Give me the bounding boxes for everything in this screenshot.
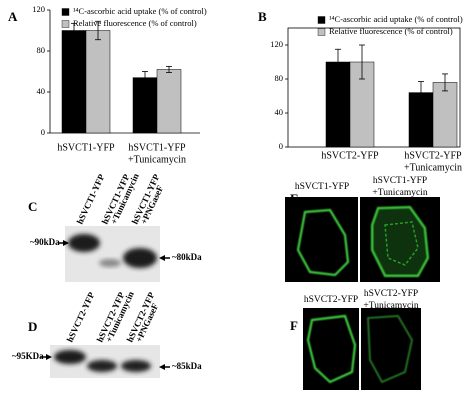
error-bar <box>95 20 101 41</box>
y-tick-label: 80 <box>275 73 284 83</box>
image-label: +Tunicamycin <box>363 301 418 311</box>
error-bar <box>442 73 448 92</box>
bar <box>85 30 111 134</box>
panel-label: B <box>258 9 267 24</box>
micrograph-e <box>285 197 440 282</box>
error-bar <box>418 81 424 105</box>
y-tick-label: 0 <box>41 127 45 137</box>
x-tick-label: hSVCT1-YFP <box>57 142 115 153</box>
panel-label: A <box>8 9 18 24</box>
panel-label: D <box>28 319 37 334</box>
x-tick-label: hSVCT2-YFP <box>321 150 379 161</box>
legend-label: ¹⁴C-ascorbic acid uptake (% of control) <box>329 14 463 24</box>
image-label: hSVCT1-YFP <box>295 182 349 192</box>
y-tick-label: 40 <box>275 107 284 117</box>
y-tick-label: 40 <box>37 86 46 96</box>
y-tick-label: 120 <box>270 39 283 49</box>
error-bar <box>142 71 148 85</box>
panel-label: E <box>290 191 299 206</box>
legend-label: Relative fluorescence (% of control) <box>329 26 453 36</box>
x-tick-label: hSVCT2-YFP <box>404 150 462 161</box>
y-tick-label: 120 <box>32 4 45 14</box>
legend-swatch <box>61 20 70 28</box>
error-bar <box>166 65 172 73</box>
legend-swatch <box>61 8 70 16</box>
error-bar <box>71 22 77 39</box>
image-label: hSVCT2-YFP <box>364 289 418 299</box>
panel-label: F <box>290 318 298 333</box>
blot-d <box>40 345 170 378</box>
bar <box>432 82 458 148</box>
bar <box>156 69 182 134</box>
blot-c <box>58 226 170 282</box>
marker-label: ~90kDa <box>30 237 60 247</box>
legend-swatch <box>317 16 326 24</box>
legend-label: Relative fluorescence (% of control) <box>73 18 197 28</box>
lane-label: hSVCT2-YFP <box>65 290 97 344</box>
image-label: hSVCT2-YFP <box>304 295 358 305</box>
marker-label: ~95KDa <box>12 351 44 361</box>
error-bar <box>359 44 365 80</box>
image-label: +Tunicamycin <box>372 188 427 198</box>
x-tick-label: hSVCT1-YFP <box>128 142 186 153</box>
marker-label: ~80kDa <box>172 252 202 262</box>
legend-label: ¹⁴C-ascorbic acid uptake (% of control) <box>73 6 207 16</box>
y-tick-label: 0 <box>279 141 283 151</box>
image-label: hSVCT1-YFP <box>373 176 427 186</box>
y-tick-label: 80 <box>37 45 46 55</box>
panel-label: C <box>28 199 37 214</box>
x-tick-label: +Tunicamycin <box>404 162 462 173</box>
bar <box>132 77 158 134</box>
bar <box>61 30 87 134</box>
micrograph-f <box>303 308 421 390</box>
marker-label: ~85kDa <box>172 361 202 371</box>
bar <box>325 61 351 148</box>
error-bar <box>335 48 341 76</box>
x-tick-label: +Tunicamycin <box>128 154 186 165</box>
legend-swatch <box>317 28 326 36</box>
